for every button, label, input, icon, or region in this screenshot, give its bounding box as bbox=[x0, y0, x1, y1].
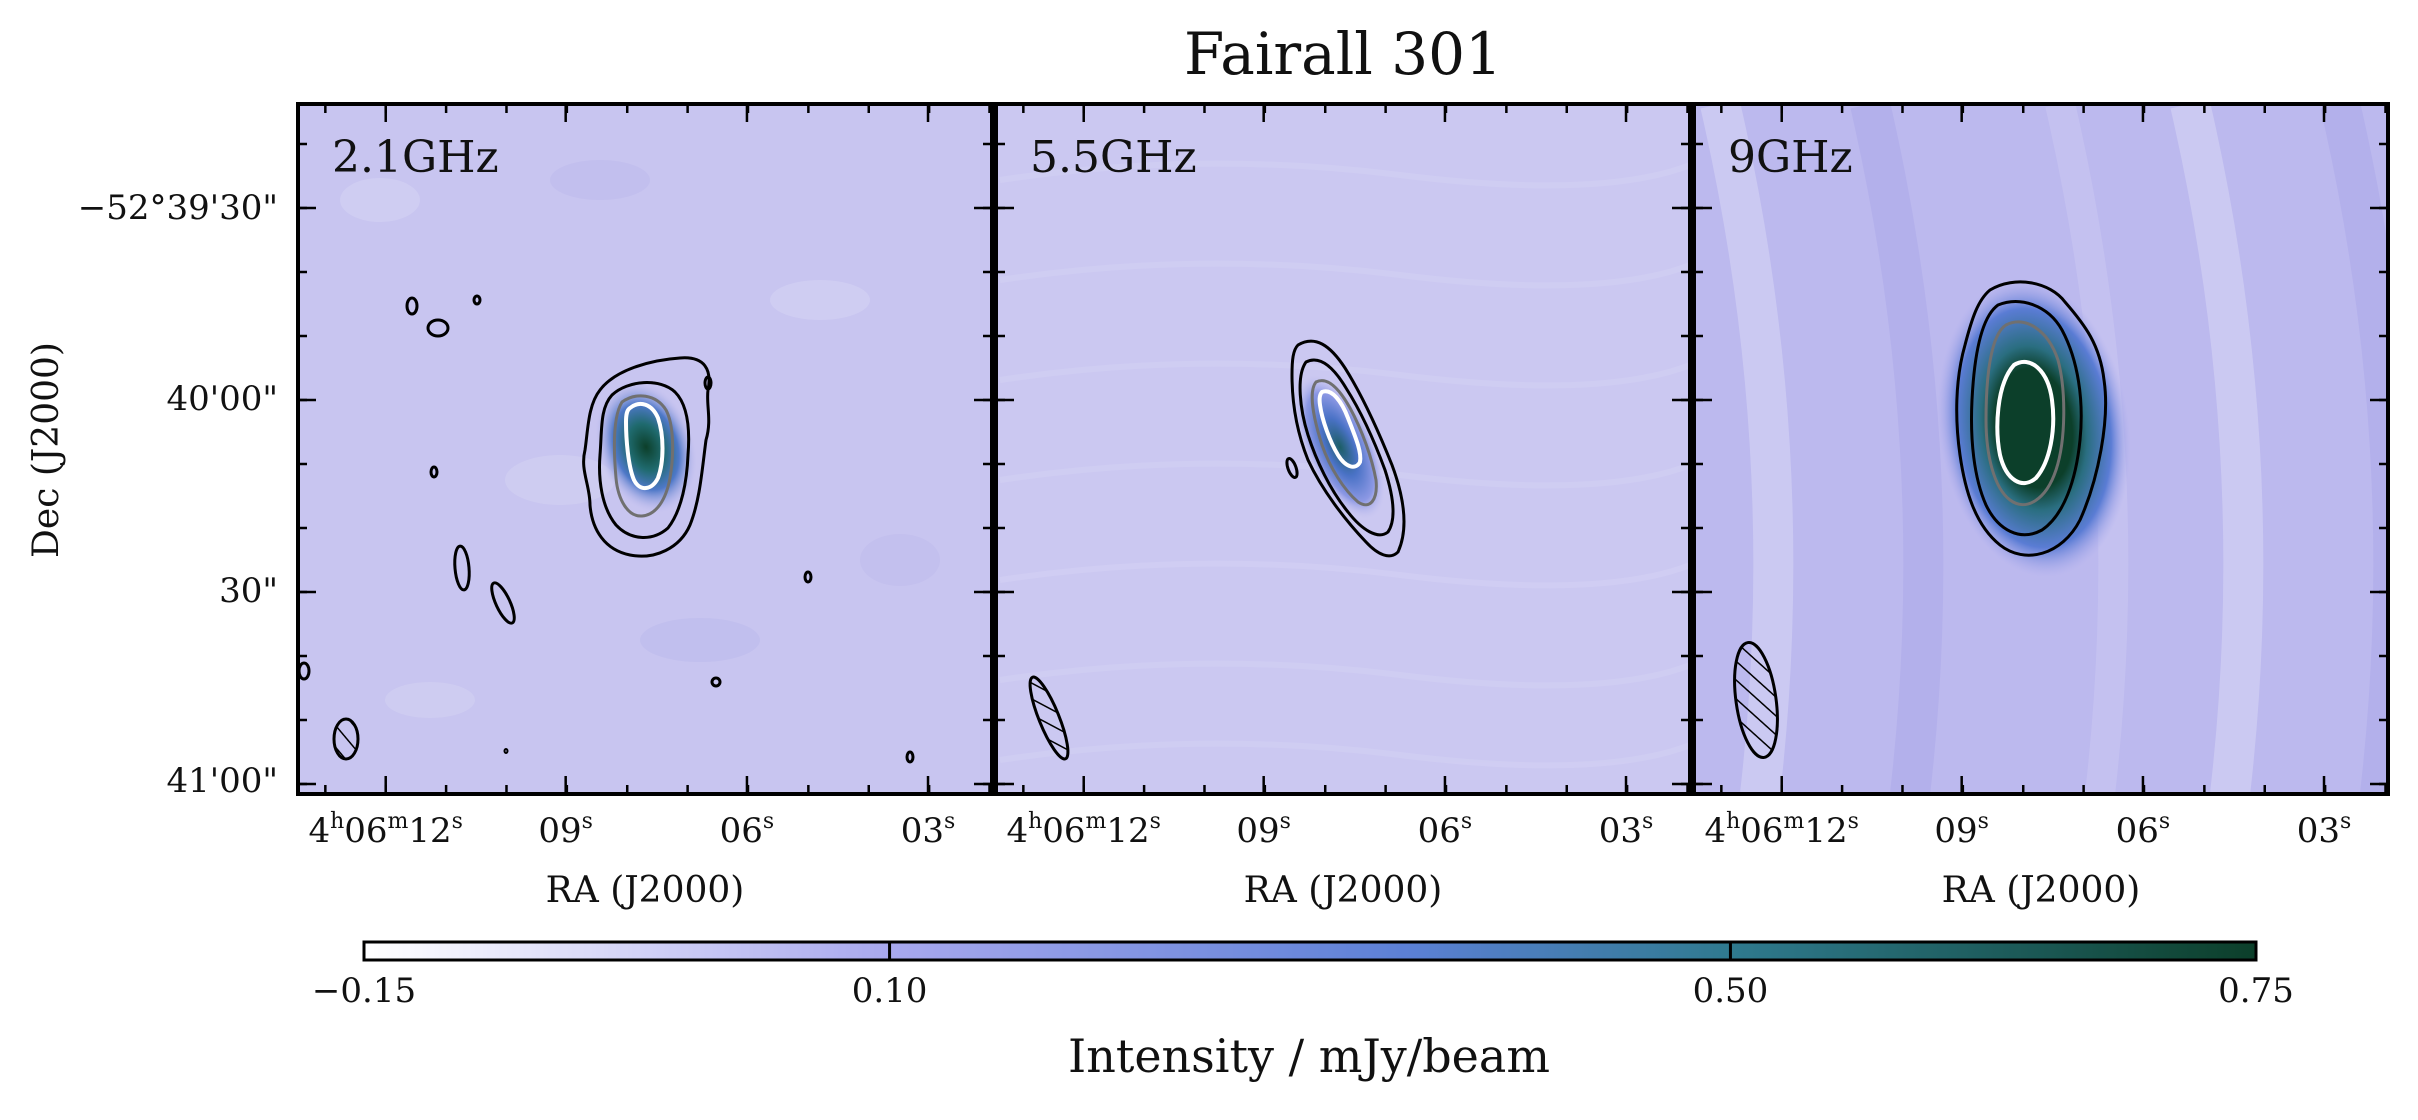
x-tick-label: 03s bbox=[2297, 809, 2352, 851]
contour-level bbox=[612, 394, 675, 518]
panel-5-5ghz: 5.5GHz bbox=[996, 104, 1690, 794]
x-tick-label: 06s bbox=[1418, 809, 1473, 851]
colorbar-tick-label: 0.10 bbox=[852, 971, 928, 1011]
contour-level bbox=[624, 401, 665, 490]
x-tick-label: 03s bbox=[1599, 809, 1654, 851]
x-axis-label: RA (J2000) bbox=[1942, 870, 2141, 911]
x-axis-label: RA (J2000) bbox=[1244, 870, 1443, 911]
beam-ellipse bbox=[1733, 640, 1779, 760]
contour-level bbox=[1970, 300, 2083, 537]
source-emission bbox=[595, 381, 697, 513]
x-tick-label: 09s bbox=[1236, 809, 1291, 851]
contours bbox=[1955, 280, 2108, 557]
chart-title: Fairall 301 bbox=[1184, 20, 1502, 88]
colorbar-label: Intensity / mJy/beam bbox=[1068, 1029, 1550, 1083]
panel-noise bbox=[340, 160, 940, 718]
colorbar: −0.15 0.10 0.50 0.75 Intensity / mJy/beam bbox=[312, 940, 2294, 1083]
contour-level bbox=[1298, 358, 1395, 537]
colorbar-ticks: −0.15 0.10 0.50 0.75 bbox=[312, 942, 2294, 1011]
noise-contour bbox=[905, 750, 915, 764]
contour-level bbox=[1955, 280, 2108, 557]
contours bbox=[297, 294, 915, 764]
y-axis-label: Dec (J2000) bbox=[26, 342, 67, 558]
noise-contour bbox=[426, 318, 450, 338]
x-tick-label: 09s bbox=[538, 809, 593, 851]
noise-contour bbox=[453, 544, 471, 592]
panel-frame bbox=[994, 102, 1692, 796]
panel-label: 5.5GHz bbox=[1030, 132, 1197, 183]
y-tick-label: 40'00" bbox=[166, 379, 278, 419]
beam-ellipse bbox=[332, 717, 360, 761]
noise-contour bbox=[703, 375, 713, 391]
panel-noise bbox=[999, 160, 1690, 769]
x-tick-label: 4h06m12s bbox=[308, 809, 463, 851]
panel-frame bbox=[1692, 102, 2390, 796]
noise-contour bbox=[803, 570, 813, 584]
noise-contour bbox=[710, 676, 722, 688]
contours bbox=[1285, 339, 1406, 558]
panel-label: 2.1GHz bbox=[332, 132, 499, 183]
contour-level bbox=[1310, 379, 1378, 507]
axis-ticks bbox=[298, 104, 2388, 794]
contour-level bbox=[1290, 339, 1406, 558]
y-tick-label: 41'00" bbox=[166, 761, 278, 801]
noise-contour bbox=[490, 581, 516, 625]
colorbar-gradient bbox=[362, 940, 2258, 962]
panel-9ghz: 9GHz bbox=[1694, 104, 2388, 794]
x-tick-label: 4h06m12s bbox=[1704, 809, 1859, 851]
x-axis-label: RA (J2000) bbox=[546, 870, 745, 911]
x-axis-labels: 4h06m12s 09s 06s 03s RA (J2000) 4h06m12s 09s 06… bbox=[308, 809, 2351, 911]
contour-level bbox=[582, 356, 711, 558]
panel-label: 9GHz bbox=[1728, 132, 1853, 183]
colorbar-tick-label: 0.50 bbox=[1693, 971, 1769, 1011]
contour-level bbox=[1995, 359, 2056, 485]
x-tick-label: 09s bbox=[1934, 809, 1989, 851]
panel-2-1ghz: 2.1GHz bbox=[297, 104, 992, 794]
x-tick-label: 06s bbox=[720, 809, 775, 851]
contour-level bbox=[1984, 320, 2066, 507]
x-tick-label: 03s bbox=[901, 809, 956, 851]
x-tick-label: 06s bbox=[2116, 809, 2171, 851]
noise-contour bbox=[405, 296, 419, 316]
y-tick-label: 30" bbox=[219, 571, 278, 611]
y-tick-label: −52°39'30" bbox=[78, 188, 278, 228]
noise-contour bbox=[429, 465, 439, 479]
noise-contour bbox=[1285, 457, 1299, 479]
colorbar-tick-label: 0.75 bbox=[2218, 971, 2294, 1011]
noise-contour bbox=[503, 748, 509, 754]
panel-frame bbox=[296, 102, 994, 796]
contour-level bbox=[1317, 389, 1363, 469]
contour-level bbox=[598, 381, 691, 539]
noise-contour bbox=[472, 294, 482, 306]
panel-frames bbox=[296, 102, 2390, 796]
source-emission bbox=[1294, 374, 1386, 520]
colorbar-tick-label: −0.15 bbox=[312, 971, 416, 1011]
beam-ellipse bbox=[1028, 675, 1070, 761]
x-tick-label: 4h06m12s bbox=[1006, 809, 1161, 851]
